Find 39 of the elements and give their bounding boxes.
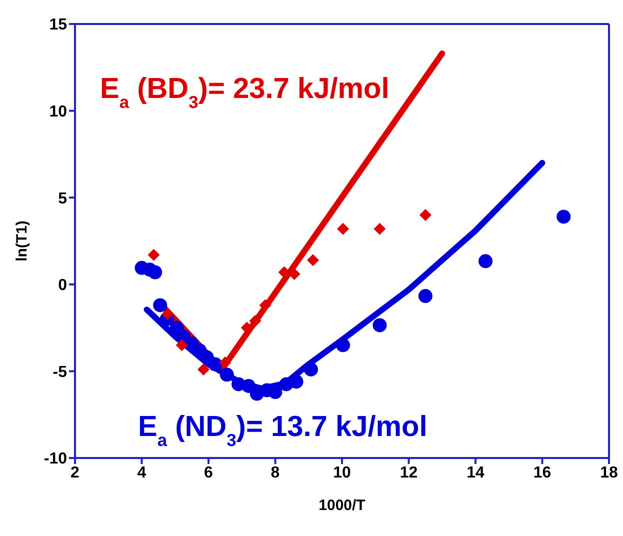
y-tick-label: -10	[44, 450, 68, 468]
y-tick-label: 10	[49, 103, 68, 120]
point	[242, 378, 256, 393]
point	[197, 363, 210, 376]
point	[372, 318, 387, 332]
point	[208, 357, 222, 372]
x-tick-label: 2	[70, 464, 80, 482]
annotation: E$_{a}$ (ND$_{3}$)= 13.7 kJ/mol	[138, 411, 428, 450]
point	[419, 208, 432, 221]
point	[249, 314, 262, 327]
point	[148, 248, 160, 261]
point	[478, 254, 493, 268]
x-tick-label: 18	[600, 464, 618, 482]
x-tick-label: 8	[270, 464, 280, 482]
x-tick-label: 12	[400, 464, 418, 482]
x-tick-label: 14	[466, 464, 484, 482]
point	[176, 339, 188, 352]
point	[337, 222, 349, 235]
x-tick-label: 16	[533, 464, 552, 482]
point	[304, 362, 318, 376]
point	[220, 368, 234, 382]
y-tick-label: 5	[58, 190, 68, 208]
point	[219, 356, 232, 369]
y-tick-label: 0	[58, 277, 68, 294]
point	[148, 265, 162, 280]
point	[556, 210, 571, 224]
x-tick-label: 6	[204, 464, 214, 482]
x-tick-label: 10	[333, 464, 351, 482]
y-axis-title: ln(T1)	[13, 220, 30, 262]
x-axis-title: 1000/T	[318, 497, 366, 514]
y-tick-label: -5	[52, 364, 68, 381]
point	[153, 298, 168, 312]
point	[418, 289, 432, 304]
point	[306, 254, 319, 266]
y-tick-label: 15	[49, 16, 68, 34]
annotation: E$_{a}$ (BD$_{3}$)= 23.7 kJ/mol	[100, 73, 390, 112]
x-tick-label: 4	[137, 464, 146, 482]
point	[336, 338, 350, 352]
point	[374, 222, 386, 235]
